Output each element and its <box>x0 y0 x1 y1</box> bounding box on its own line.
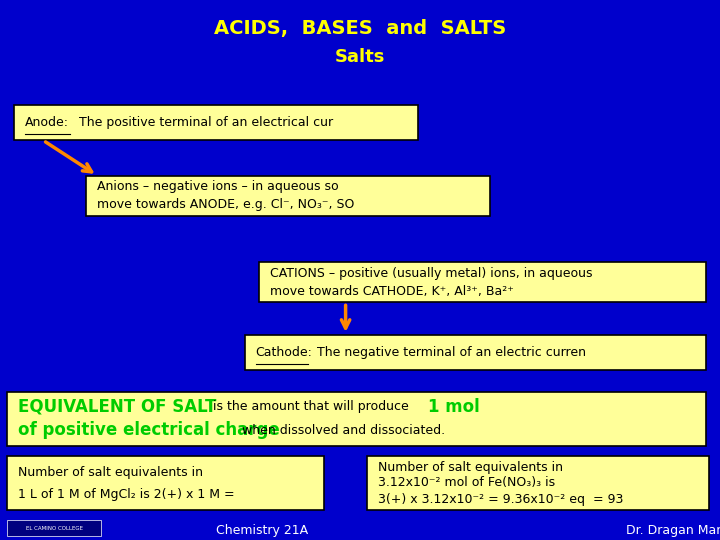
FancyBboxPatch shape <box>14 105 418 140</box>
Text: 1 mol: 1 mol <box>428 397 480 416</box>
FancyBboxPatch shape <box>7 456 324 510</box>
Text: Cathode:: Cathode: <box>256 346 312 359</box>
Text: EQUIVALENT OF SALT: EQUIVALENT OF SALT <box>18 397 217 416</box>
Text: EL CAMINO COLLEGE: EL CAMINO COLLEGE <box>25 525 83 531</box>
FancyBboxPatch shape <box>259 262 706 302</box>
Text: 3(+) x 3.12x10⁻² = 9.36x10⁻² eq  = 93: 3(+) x 3.12x10⁻² = 9.36x10⁻² eq = 93 <box>378 493 624 506</box>
Text: The positive terminal of an electrical cur: The positive terminal of an electrical c… <box>79 116 333 130</box>
Text: when dissolved and dissociated.: when dissolved and dissociated. <box>238 424 445 437</box>
Text: 1 L of 1 M of MgCl₂ is 2(+) x 1 M =: 1 L of 1 M of MgCl₂ is 2(+) x 1 M = <box>18 488 235 501</box>
Text: 3.12x10⁻² mol of Fe(NO₃)₃ is: 3.12x10⁻² mol of Fe(NO₃)₃ is <box>378 476 555 489</box>
Text: Anions – negative ions – in aqueous so: Anions – negative ions – in aqueous so <box>97 180 339 193</box>
FancyBboxPatch shape <box>367 456 709 510</box>
Text: Number of salt equivalents in: Number of salt equivalents in <box>378 461 563 474</box>
Text: Number of salt equivalents in: Number of salt equivalents in <box>18 466 203 479</box>
Text: Anode:: Anode: <box>25 116 69 130</box>
Text: Chemistry 21A: Chemistry 21A <box>216 524 308 537</box>
Text: Salts: Salts <box>335 48 385 66</box>
Text: move towards CATHODE, K⁺, Al³⁺, Ba²⁺: move towards CATHODE, K⁺, Al³⁺, Ba²⁺ <box>270 285 514 298</box>
Text: ACIDS,  BASES  and  SALTS: ACIDS, BASES and SALTS <box>214 18 506 38</box>
Text: The negative terminal of an electric curren: The negative terminal of an electric cur… <box>317 346 586 359</box>
FancyBboxPatch shape <box>86 176 490 216</box>
Text: Dr. Dragan Marinkovic: Dr. Dragan Marinkovic <box>626 524 720 537</box>
FancyBboxPatch shape <box>245 335 706 370</box>
Text: CATIONS – positive (usually metal) ions, in aqueous: CATIONS – positive (usually metal) ions,… <box>270 267 593 280</box>
Text: move towards ANODE, e.g. Cl⁻, NO₃⁻, SO: move towards ANODE, e.g. Cl⁻, NO₃⁻, SO <box>97 198 354 211</box>
FancyBboxPatch shape <box>7 392 706 446</box>
Text: of positive electrical charge: of positive electrical charge <box>18 421 280 440</box>
Text: is the amount that will produce: is the amount that will produce <box>209 400 413 413</box>
FancyBboxPatch shape <box>7 520 101 536</box>
